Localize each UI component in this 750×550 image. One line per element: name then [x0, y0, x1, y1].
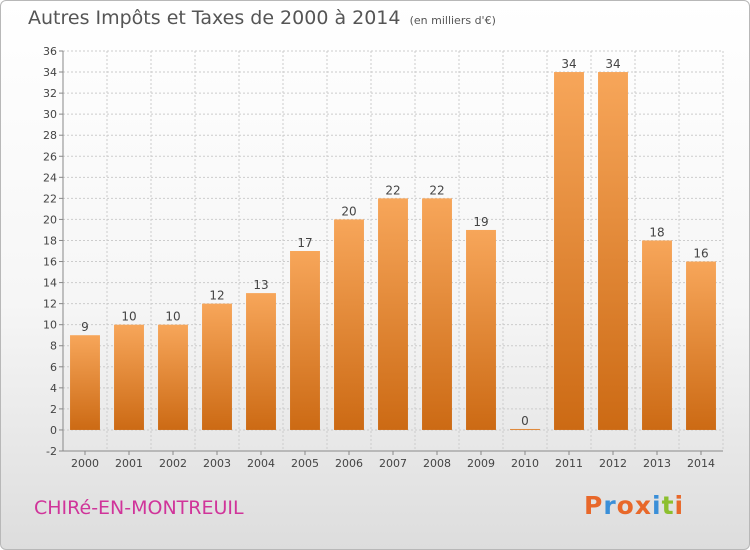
chart-unit: (en milliers d'€) — [409, 14, 496, 27]
x-tick-label-2012: 2012 — [599, 457, 627, 470]
proxiti-logo[interactable]: Proxiti — [584, 491, 684, 520]
x-tick-label-2013: 2013 — [643, 457, 671, 470]
x-tick-label-2014: 2014 — [687, 457, 715, 470]
data-label-2008: 22 — [429, 183, 444, 197]
y-tick-label: 22 — [43, 192, 57, 205]
data-label-2014: 16 — [693, 247, 708, 261]
x-tick-label-2011: 2011 — [555, 457, 583, 470]
data-label-2006: 20 — [341, 204, 356, 218]
y-tick-label: 32 — [43, 87, 57, 100]
data-label-2001: 10 — [121, 310, 136, 324]
bar-2001 — [114, 324, 144, 430]
logo-letter: t — [661, 491, 675, 520]
y-tick-label: 28 — [43, 129, 57, 142]
logo-letter: x — [634, 491, 652, 520]
x-tick-label-2007: 2007 — [379, 457, 407, 470]
logo-letter: i — [674, 491, 685, 520]
x-tick-label-2002: 2002 — [159, 457, 187, 470]
y-tick-label: -2 — [46, 445, 57, 458]
bar-2006 — [334, 219, 364, 430]
logo-letter: o — [616, 491, 635, 520]
x-tick-label-2005: 2005 — [291, 457, 319, 470]
data-label-2004: 13 — [253, 278, 268, 292]
data-label-2012: 34 — [605, 57, 620, 71]
y-tick-label: 0 — [50, 424, 57, 437]
logo-letter: r — [603, 491, 617, 520]
bar-2007 — [378, 198, 408, 430]
y-tick-label: 12 — [43, 298, 57, 311]
logo-letter: i — [652, 491, 662, 520]
y-tick-label: 6 — [50, 361, 57, 374]
y-tick-label: 18 — [43, 234, 57, 247]
data-label-2007: 22 — [385, 183, 400, 197]
y-tick-label: 26 — [43, 150, 57, 163]
data-label-2000: 9 — [81, 320, 89, 334]
bar-2010 — [510, 428, 540, 430]
bar-2012 — [598, 72, 628, 430]
bar-2013 — [642, 240, 672, 430]
bar-2000 — [70, 335, 100, 430]
data-label-2013: 18 — [649, 225, 664, 239]
data-label-2003: 12 — [209, 289, 224, 303]
chart-title: Autres Impôts et Taxes de 2000 à 2014 — [28, 7, 401, 29]
x-tick-label-2006: 2006 — [335, 457, 363, 470]
x-tick-label-2010: 2010 — [511, 457, 539, 470]
y-tick-label: 8 — [50, 340, 57, 353]
data-label-2009: 19 — [473, 215, 488, 229]
bar-2009 — [466, 229, 496, 430]
y-tick-label: 36 — [43, 45, 57, 58]
bar-2008 — [422, 198, 452, 430]
bar-2005 — [290, 251, 320, 430]
x-tick-label-2004: 2004 — [247, 457, 275, 470]
x-tick-label-2008: 2008 — [423, 457, 451, 470]
bar-2003 — [202, 303, 232, 430]
bar-2014 — [686, 261, 716, 430]
logo-letter: P — [584, 491, 604, 520]
x-tick-label-2000: 2000 — [71, 457, 99, 470]
data-label-2002: 10 — [165, 310, 180, 324]
data-label-2010: 0 — [521, 414, 529, 428]
data-label-2011: 34 — [561, 57, 576, 71]
y-tick-label: 34 — [43, 66, 57, 79]
chart-title-block: Autres Impôts et Taxes de 2000 à 2014 (e… — [28, 7, 496, 29]
y-tick-label: 30 — [43, 108, 57, 121]
y-tick-label: 24 — [43, 171, 57, 184]
bars-layer: 9 10 10 12 13 17 20 22 22 19 0 34 34 18 16 — [70, 57, 716, 430]
y-tick-label: 16 — [43, 256, 57, 269]
y-tick-label: 14 — [43, 277, 57, 290]
y-tick-label: 2 — [50, 403, 57, 416]
data-label-2005: 17 — [297, 236, 312, 250]
y-tick-label: 4 — [50, 382, 57, 395]
bar-2011 — [554, 72, 584, 430]
city-name: CHIRé-EN-MONTREUIL — [34, 497, 244, 519]
x-tick-label-2003: 2003 — [203, 457, 231, 470]
bar-2004 — [246, 293, 276, 430]
y-tick-label: 20 — [43, 213, 57, 226]
y-tick-label: 10 — [43, 319, 57, 332]
x-tick-label-2001: 2001 — [115, 457, 143, 470]
bar-2002 — [158, 324, 188, 430]
x-tick-label-2009: 2009 — [467, 457, 495, 470]
